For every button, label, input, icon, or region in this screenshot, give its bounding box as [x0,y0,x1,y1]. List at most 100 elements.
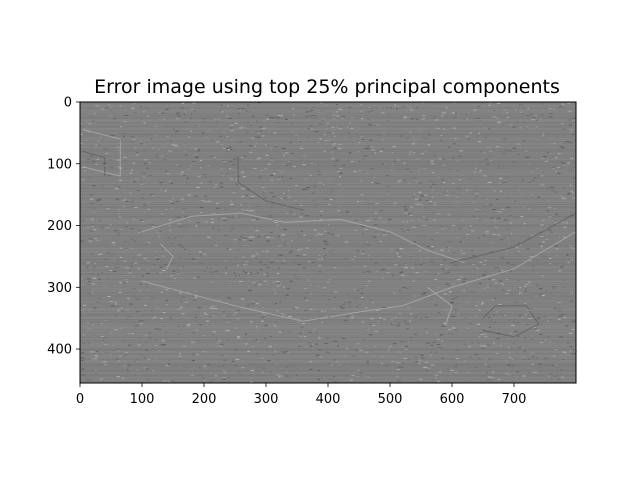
noise-speck [228,127,231,129]
noise-speck [547,375,551,377]
noise-speck [182,174,186,176]
noise-speck [500,270,504,272]
noise-speck [371,181,374,183]
noise-speck [91,359,94,361]
noise-speck [218,340,222,342]
noise-speck [141,220,144,222]
noise-speck [116,159,120,161]
noise-row [80,353,576,354]
noise-speck [355,306,359,308]
noise-speck [242,209,244,211]
noise-speck [483,127,486,129]
noise-speck [523,207,526,209]
noise-speck [412,280,415,282]
noise-speck [91,377,94,379]
noise-speck [560,266,564,268]
noise-speck [111,167,113,169]
noise-row [80,350,576,351]
noise-speck [219,136,222,138]
noise-row [80,331,576,332]
noise-speck [401,366,404,368]
noise-speck [134,112,137,114]
noise-speck [328,204,331,206]
noise-speck [88,309,91,311]
noise-speck [175,118,180,120]
noise-speck [183,113,186,115]
noise-speck [324,342,328,344]
noise-speck [219,182,223,184]
noise-speck [135,246,138,248]
noise-speck [81,359,84,361]
noise-speck [408,341,410,343]
noise-speck [388,343,391,345]
noise-row [80,138,576,139]
noise-speck [415,264,417,266]
noise-speck [353,171,357,173]
noise-speck [196,353,199,355]
noise-speck [276,281,280,283]
noise-speck [560,195,563,197]
noise-speck [278,376,281,378]
noise-speck [311,131,316,133]
noise-speck [263,264,268,266]
noise-speck [453,143,456,145]
noise-speck [482,234,485,236]
noise-speck [370,376,374,378]
noise-speck [497,217,502,219]
noise-speck [331,151,334,153]
noise-speck [260,316,265,318]
noise-speck [119,105,122,107]
noise-speck [447,241,452,243]
noise-speck [570,191,573,193]
noise-speck [481,190,484,192]
noise-speck [521,113,525,115]
noise-speck [164,191,166,193]
noise-speck [102,339,104,341]
noise-speck [256,301,258,303]
noise-speck [405,322,409,324]
noise-speck [95,144,98,146]
noise-speck [569,129,574,131]
noise-row [80,356,576,357]
noise-speck [125,351,128,353]
noise-speck [456,212,461,214]
noise-speck [132,181,136,183]
noise-speck [501,217,503,219]
noise-row [80,375,576,376]
noise-speck [573,350,577,352]
noise-speck [119,281,121,283]
noise-speck [169,229,172,231]
noise-speck [505,278,510,280]
noise-speck [541,295,545,297]
noise-speck [249,381,254,383]
noise-speck [451,298,455,300]
noise-speck [499,182,501,184]
noise-speck [264,144,268,146]
noise-speck [468,346,471,348]
noise-speck [410,205,412,207]
noise-speck [309,111,313,113]
noise-speck [147,242,150,244]
noise-speck [538,363,542,365]
noise-speck [557,310,562,312]
noise-speck [92,277,97,279]
noise-speck [92,328,94,330]
noise-speck [80,105,82,107]
noise-speck [493,110,496,112]
noise-row [80,133,576,134]
noise-speck [284,152,289,154]
noise-speck [122,135,125,137]
noise-speck [374,212,377,214]
noise-speck [336,208,338,210]
noise-speck [441,357,444,359]
noise-speck [304,292,309,294]
noise-speck [519,104,523,106]
noise-speck [152,370,155,372]
noise-speck [108,104,110,106]
noise-speck [469,225,472,227]
noise-speck [269,231,273,233]
noise-row [80,235,576,236]
noise-speck [81,352,85,354]
noise-speck [145,283,148,285]
noise-speck [108,109,113,111]
